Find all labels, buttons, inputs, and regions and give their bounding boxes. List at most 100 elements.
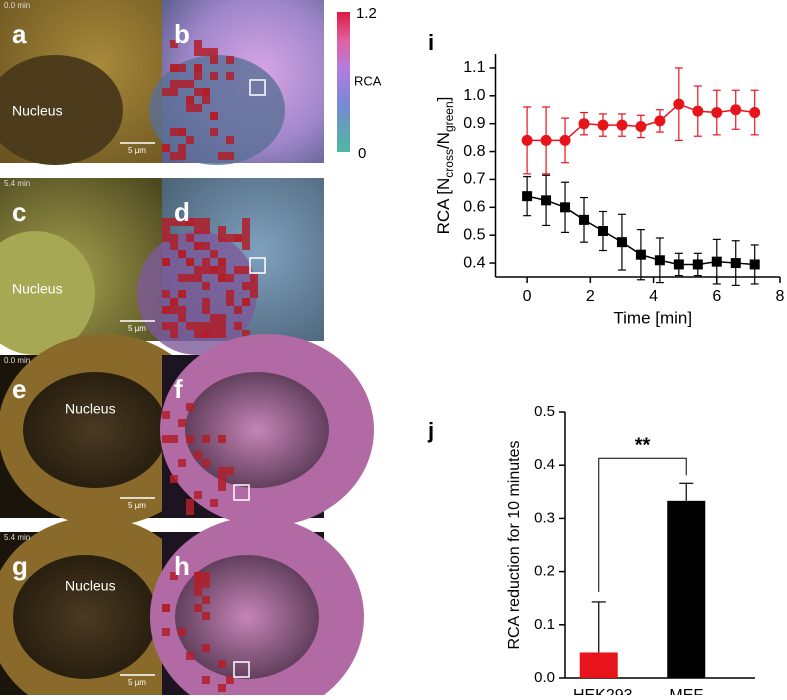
pixel-block bbox=[202, 644, 210, 652]
marker bbox=[692, 259, 703, 270]
pixel-block bbox=[218, 274, 226, 282]
pixel-block bbox=[186, 136, 194, 144]
pixel-block bbox=[226, 676, 234, 684]
pixel-block bbox=[178, 459, 186, 467]
marker bbox=[560, 202, 571, 213]
pixel-block bbox=[186, 435, 194, 443]
pixel-block bbox=[194, 242, 202, 250]
pixel-block bbox=[242, 234, 250, 242]
marker bbox=[730, 104, 742, 116]
colorbar-max: 1.2 bbox=[356, 5, 377, 22]
panel-row: 5.4 min c d Nucleus 5 µm bbox=[0, 178, 324, 355]
pixel-block bbox=[194, 48, 202, 56]
pixel-block bbox=[170, 475, 178, 483]
y-tick-label: 0.3 bbox=[534, 509, 555, 526]
line-chart: i 0.4 0.5 0.6 0.7 0.8 0.9 1.0 1.1 0 2 4 6 8 Time [min]… bbox=[428, 30, 785, 328]
pixel-block bbox=[170, 322, 178, 330]
pixel-block bbox=[178, 290, 186, 298]
marker bbox=[749, 107, 761, 119]
pixel-block bbox=[162, 226, 170, 234]
pixel-block bbox=[202, 330, 210, 338]
pixel-block bbox=[218, 435, 226, 443]
y-tick-label: 0.4 bbox=[463, 254, 485, 271]
pixel-block bbox=[202, 572, 210, 580]
pixel-block bbox=[162, 306, 170, 314]
pixel-block bbox=[194, 604, 202, 612]
pixel-block bbox=[170, 152, 178, 160]
pixel-block bbox=[226, 72, 234, 80]
pixel-block bbox=[226, 56, 234, 64]
pixel-block bbox=[170, 40, 178, 48]
pixel-block bbox=[226, 136, 234, 144]
pixel-block bbox=[226, 274, 234, 282]
pixel-block bbox=[210, 314, 218, 322]
pixel-block bbox=[194, 491, 202, 499]
pixel-block bbox=[250, 274, 258, 282]
marker bbox=[578, 118, 590, 130]
pixel-block bbox=[242, 298, 250, 306]
pixel-block bbox=[194, 451, 202, 459]
panel-row: 5.4 min g h Nucleus 5 µm bbox=[0, 517, 364, 700]
pixel-block bbox=[202, 88, 210, 96]
y-tick-label: 1.1 bbox=[463, 59, 485, 76]
pixel-block bbox=[178, 128, 186, 136]
marker bbox=[540, 134, 552, 146]
time-stamp: 5.4 min bbox=[4, 533, 30, 542]
pixel-block bbox=[218, 483, 226, 491]
marker bbox=[711, 107, 723, 119]
pixel-block bbox=[242, 330, 250, 338]
bar bbox=[667, 500, 706, 678]
time-stamp: 0.0 min bbox=[4, 1, 30, 10]
marker bbox=[730, 258, 741, 269]
pixel-block bbox=[210, 128, 218, 136]
y-tick-label: 0.9 bbox=[463, 115, 485, 132]
y-tick-label: 0.7 bbox=[463, 171, 485, 188]
pixel-block bbox=[162, 628, 170, 636]
x-tick-label: HEK293 bbox=[573, 687, 633, 695]
pixel-block bbox=[210, 112, 218, 120]
roi-box bbox=[233, 661, 250, 678]
panel-letter: i bbox=[428, 30, 434, 55]
pixel-block bbox=[202, 48, 210, 56]
pixel-block bbox=[178, 314, 186, 322]
pixel-block bbox=[170, 572, 178, 580]
bar bbox=[579, 652, 618, 678]
y-tick-label: 0.5 bbox=[463, 226, 485, 243]
pixel-block bbox=[162, 258, 170, 266]
pixel-block bbox=[226, 467, 234, 475]
pixel-block bbox=[178, 274, 186, 282]
panel-letter: b bbox=[174, 19, 190, 49]
marker bbox=[635, 249, 646, 260]
pixel-block bbox=[226, 234, 234, 242]
pixel-block bbox=[242, 242, 250, 250]
panel-letter: j bbox=[427, 418, 434, 443]
pixel-block bbox=[210, 56, 218, 64]
y-axis-label-part: green bbox=[442, 101, 456, 132]
pixel-block bbox=[194, 218, 202, 226]
pixel-block bbox=[202, 258, 210, 266]
pixel-block bbox=[178, 80, 186, 88]
pixel-block bbox=[234, 266, 242, 274]
marker bbox=[559, 134, 571, 146]
pixel-block bbox=[178, 144, 186, 152]
pixel-block bbox=[178, 419, 186, 427]
pixel-block bbox=[234, 306, 242, 314]
time-stamp: 0.0 min bbox=[4, 356, 30, 365]
pixel-block bbox=[194, 322, 202, 330]
colorbar-label: RCA bbox=[354, 73, 382, 88]
pixel-block bbox=[186, 258, 194, 266]
panel-letter: e bbox=[12, 374, 26, 404]
pixel-block bbox=[210, 330, 218, 338]
y-tick-label: 1.0 bbox=[463, 87, 485, 104]
pixel-block bbox=[186, 218, 194, 226]
scale-label: 5 µm bbox=[128, 678, 146, 687]
scale-label: 5 µm bbox=[128, 146, 146, 155]
roi-box bbox=[233, 484, 250, 501]
bar-chart: j 0.0 0.1 0.2 0.3 0.4 0.5 RCA reduction for 10 … bbox=[427, 403, 755, 700]
x-tick-label: 0 bbox=[523, 288, 532, 305]
pixel-block bbox=[162, 290, 170, 298]
pixel-block bbox=[218, 467, 226, 475]
panel-letter: c bbox=[12, 197, 26, 227]
pixel-block bbox=[194, 580, 202, 588]
y-tick-label: 0.4 bbox=[534, 456, 555, 473]
